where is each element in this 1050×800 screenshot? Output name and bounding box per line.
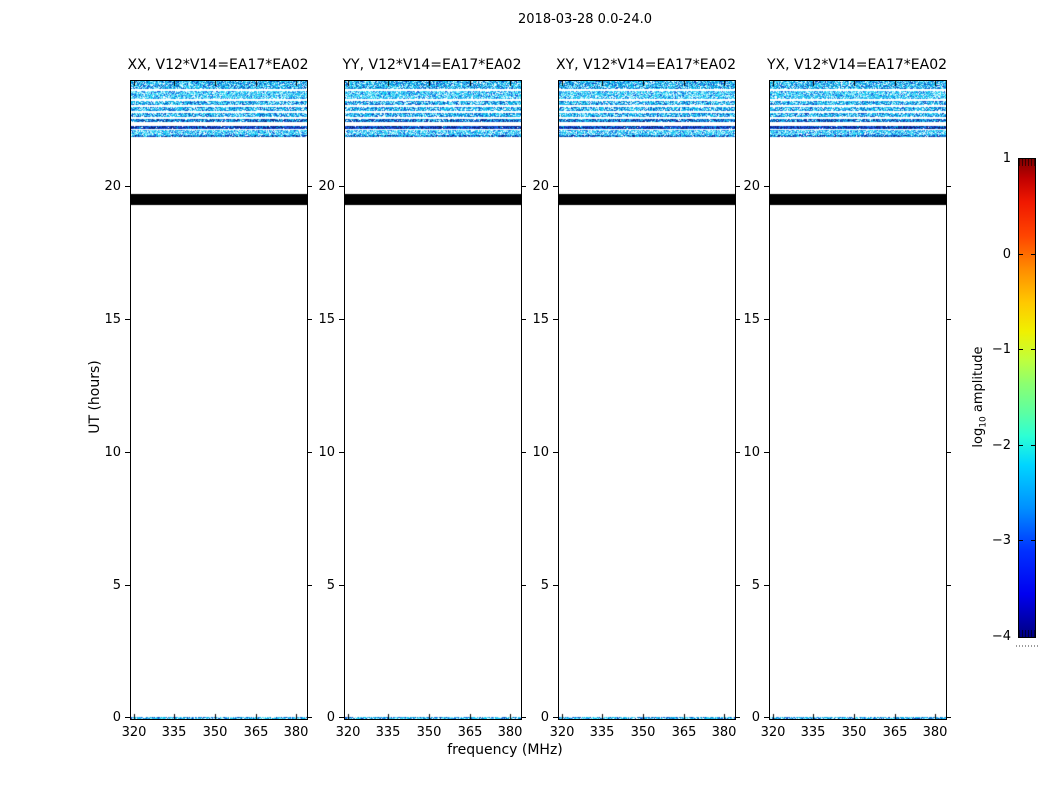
y-tick-label: 15	[517, 312, 549, 328]
x-tick-label: 335	[368, 725, 408, 740]
colorbar-label-suffix: amplitude	[971, 346, 986, 416]
colorbar-tick-label: −4	[955, 629, 1011, 645]
colorbar-axis-label: log10 amplitude	[971, 317, 991, 477]
x-tick-label: 380	[915, 725, 955, 740]
x-tick-label: 320	[328, 725, 368, 740]
colorbar-tick-right	[1031, 254, 1035, 255]
figure-title: 2018-03-28 0.0-24.0	[435, 12, 735, 27]
x-tick-label: 320	[753, 725, 793, 740]
y-axis-label: UT (hours)	[87, 317, 107, 477]
y-tick-left	[339, 186, 345, 187]
heatmap-canvas-yx	[770, 81, 946, 719]
x-tick-label: 365	[664, 725, 704, 740]
x-tick-label: 350	[834, 725, 874, 740]
y-tick-label: 15	[303, 312, 335, 328]
y-tick-label: 0	[303, 710, 335, 726]
colorbar: 1 0 −1 −2 −3 −4	[1018, 158, 1036, 638]
colorbar-tick-left	[1019, 349, 1023, 350]
x-tick-label: 350	[195, 725, 235, 740]
x-tick-label: 365	[875, 725, 915, 740]
y-tick-right	[946, 319, 951, 320]
colorbar-tick-right	[1031, 445, 1035, 446]
colorbar-tick-left	[1019, 540, 1023, 541]
y-tick-right	[946, 186, 951, 187]
x-tick-label: 380	[704, 725, 744, 740]
y-tick-label: 5	[303, 578, 335, 594]
y-tick-right	[946, 452, 951, 453]
y-tick-label: 0	[89, 710, 121, 726]
y-tick-left	[553, 319, 559, 320]
y-tick-left	[339, 452, 345, 453]
y-tick-left	[125, 717, 131, 718]
x-tick-label: 380	[276, 725, 316, 740]
colorbar-tick-label: 1	[955, 151, 1011, 167]
y-tick-left	[339, 319, 345, 320]
colorbar-tick-left	[1019, 254, 1023, 255]
x-tick-label: 365	[450, 725, 490, 740]
y-tick-left	[764, 585, 770, 586]
y-tick-label: 10	[728, 445, 760, 461]
colorbar-tick-right	[1031, 540, 1035, 541]
heatmap-panel-yy: 320 335 350 365 380 0 5 10 15 20	[344, 80, 522, 720]
y-tick-left	[125, 585, 131, 586]
y-tick-label: 0	[517, 710, 549, 726]
colorbar-label-prefix: log	[971, 428, 986, 448]
y-tick-left	[553, 585, 559, 586]
colorbar-top-comb	[1019, 159, 1035, 166]
x-tick-label: 365	[236, 725, 276, 740]
y-tick-label: 10	[517, 445, 549, 461]
colorbar-label-subscript: 10	[979, 416, 989, 427]
y-tick-label: 20	[517, 179, 549, 195]
heatmap-canvas-yy	[345, 81, 521, 719]
heatmap-panel-xx: 320 335 350 365 380 0 5 10 15 20	[130, 80, 308, 720]
y-tick-label: 20	[89, 179, 121, 195]
y-tick-label: 5	[89, 578, 121, 594]
y-tick-label: 20	[728, 179, 760, 195]
y-tick-label: 5	[517, 578, 549, 594]
y-tick-label: 20	[303, 179, 335, 195]
y-tick-left	[553, 452, 559, 453]
heatmap-canvas-xx	[131, 81, 307, 719]
colorbar-bottom-comb	[1019, 630, 1035, 637]
x-tick-label: 320	[542, 725, 582, 740]
y-tick-left	[125, 186, 131, 187]
y-tick-left	[339, 717, 345, 718]
x-tick-label: 350	[623, 725, 663, 740]
heatmap-panel-xy: 320 335 350 365 380 0 5 10 15 20	[558, 80, 736, 720]
y-tick-label: 5	[728, 578, 760, 594]
y-tick-left	[764, 186, 770, 187]
y-tick-left	[764, 452, 770, 453]
y-tick-left	[125, 452, 131, 453]
y-tick-label: 10	[303, 445, 335, 461]
y-tick-label: 0	[728, 710, 760, 726]
x-tick-label: 320	[114, 725, 154, 740]
x-tick-label: 380	[490, 725, 530, 740]
colorbar-tick-left	[1019, 445, 1023, 446]
colorbar-tick-label: −3	[955, 533, 1011, 549]
panel-title-yx: YX, V12*V14=EA17*EA02	[707, 57, 1007, 73]
y-tick-label: 15	[728, 312, 760, 328]
heatmap-canvas-xy	[559, 81, 735, 719]
x-tick-label: 335	[793, 725, 833, 740]
y-tick-left	[764, 319, 770, 320]
y-tick-left	[553, 186, 559, 187]
y-tick-left	[553, 717, 559, 718]
colorbar-tick-label: 0	[955, 247, 1011, 263]
x-tick-label: 335	[154, 725, 194, 740]
y-tick-right	[946, 717, 951, 718]
colorbar-tick-right	[1031, 349, 1035, 350]
colorbar-under-dots	[1016, 645, 1038, 647]
heatmap-panel-yx: 320 335 350 365 380 0 5 10 15 20	[769, 80, 947, 720]
x-tick-label: 350	[409, 725, 449, 740]
y-tick-left	[125, 319, 131, 320]
dynamic-spectrum-figure: 2018-03-28 0.0-24.0 XX, V12*V14=EA17*EA0…	[0, 0, 1050, 800]
y-tick-left	[339, 585, 345, 586]
x-tick-label: 335	[582, 725, 622, 740]
x-axis-label: frequency (MHz)	[355, 742, 655, 758]
y-tick-right	[946, 585, 951, 586]
y-tick-left	[764, 717, 770, 718]
